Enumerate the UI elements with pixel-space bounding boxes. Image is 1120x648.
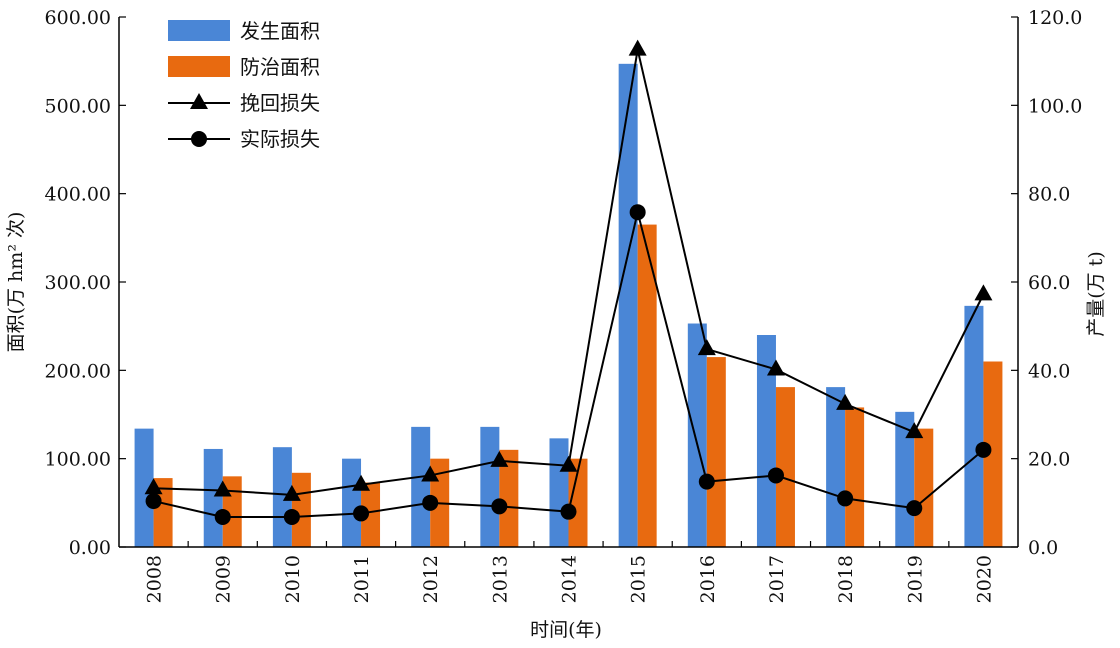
legend-label: 防治面积: [240, 55, 320, 79]
legend-item-control: 防治面积: [168, 55, 320, 79]
marker-actual-loss-2018: [837, 490, 854, 507]
x-axis-title: 时间(年): [530, 619, 602, 641]
marker-recovered-loss-2008: [144, 478, 163, 495]
bar-occurrence-2017: [756, 335, 776, 547]
legend-label: 实际损失: [240, 127, 320, 151]
x-tick-label: 2019: [904, 555, 926, 603]
x-tick-label: 2014: [559, 555, 581, 603]
y-left-tick-label: 100.00: [45, 449, 111, 471]
x-tick-label: 2017: [766, 555, 788, 603]
legend-label: 挽回损失: [240, 91, 320, 115]
marker-recovered-loss-2015: [628, 39, 647, 56]
x-tick-label: 2009: [213, 555, 235, 603]
bar-control-2013: [499, 449, 519, 547]
triangle-marker-icon: [190, 93, 208, 109]
bar-occurrence-2014: [549, 438, 569, 547]
axes-layer: 0.00 100.00 200.00 300.00 400.00 500.00 600.00…: [45, 7, 1083, 603]
marker-recovered-loss-2018: [836, 393, 855, 410]
marker-actual-loss-2015: [629, 204, 646, 221]
y-left-tick-label: 300.00: [45, 272, 111, 294]
bar-control-2014: [568, 458, 588, 547]
bar-occurrence-2020: [964, 305, 984, 547]
marker-actual-loss-2011: [353, 505, 370, 522]
marker-actual-loss-2009: [214, 508, 231, 525]
y-axis-left-title: 面积(万 hm² 次): [5, 212, 27, 353]
marker-actual-loss-2017: [767, 467, 784, 484]
marker-actual-loss-2012: [422, 494, 439, 511]
marker-recovered-loss-2011: [352, 474, 371, 491]
bar-occurrence-2008: [134, 428, 154, 547]
marker-actual-loss-2008: [145, 493, 162, 510]
legend-item-occurrence: 发生面积: [168, 19, 320, 43]
marker-recovered-loss-2012: [421, 465, 440, 482]
x-tick-label: 2020: [973, 555, 995, 603]
bar-control-2019: [914, 428, 934, 547]
marker-recovered-loss-2013: [490, 450, 509, 467]
marker-actual-loss-2013: [491, 498, 508, 515]
bar-control-2017: [775, 387, 795, 547]
marker-recovered-loss-2010: [282, 484, 301, 501]
legend-item-actual-loss: 实际损失: [168, 127, 320, 151]
marker-recovered-loss-2019: [905, 422, 924, 439]
bar-control-2010: [291, 472, 311, 547]
bar-occurrence-2015: [618, 63, 638, 548]
bars-layer: [134, 63, 1003, 548]
bar-control-2011: [361, 482, 381, 547]
lines-layer: [144, 39, 993, 525]
bar-occurrence-2011: [342, 458, 362, 547]
x-tick-label: 2015: [628, 555, 650, 603]
circle-marker-icon: [191, 131, 207, 147]
x-tick-label: 2010: [282, 555, 304, 603]
marker-actual-loss-2010: [283, 508, 300, 525]
y-left-tick-label: 0.00: [69, 537, 111, 559]
legend-label: 发生面积: [240, 19, 320, 43]
y-left-tick-label: 400.00: [45, 184, 111, 206]
bar-control-2016: [706, 357, 726, 547]
bar-occurrence-2018: [826, 387, 846, 547]
marker-recovered-loss-2016: [697, 339, 716, 356]
x-tick-label: 2016: [697, 555, 719, 603]
bar-occurrence-2016: [687, 323, 707, 547]
bar-occurrence-2012: [411, 426, 431, 547]
y-right-tick-label: 60.0: [1028, 272, 1070, 294]
marker-recovered-loss-2020: [974, 284, 993, 301]
x-tick-label: 2013: [489, 555, 511, 603]
y-right-tick-label: 40.0: [1028, 360, 1070, 382]
x-tick-label: 2012: [420, 555, 442, 603]
y-right-tick-label: 0.0: [1028, 537, 1058, 559]
bar-control-2018: [845, 407, 865, 547]
y-right-tick-label: 80.0: [1028, 184, 1070, 206]
marker-recovered-loss-2017: [766, 359, 785, 376]
y-left-tick-label: 500.00: [45, 95, 111, 117]
bar-control-2020: [983, 361, 1003, 547]
bar-occurrence-2013: [480, 426, 500, 547]
marker-recovered-loss-2014: [559, 455, 578, 472]
marker-actual-loss-2020: [975, 441, 992, 458]
y-axis-right-title: 产量(万 t): [1085, 251, 1107, 337]
marker-actual-loss-2016: [698, 473, 715, 490]
y-left-tick-label: 200.00: [45, 360, 111, 382]
x-tick-label: 2008: [144, 555, 166, 603]
y-right-tick-label: 120.0: [1028, 7, 1082, 29]
marker-recovered-loss-2009: [213, 480, 232, 497]
legend-swatch: [168, 20, 230, 41]
y-right-tick-label: 20.0: [1028, 449, 1070, 471]
bar-occurrence-2009: [203, 448, 223, 547]
bar-control-2015: [637, 224, 657, 548]
legend-item-recovered-loss: 挽回损失: [168, 91, 320, 115]
y-left-tick-label: 600.00: [45, 7, 111, 29]
x-tick-label: 2018: [835, 555, 857, 603]
x-tick-label: 2011: [351, 555, 373, 603]
y-right-tick-label: 100.0: [1028, 95, 1082, 117]
legend-swatch: [168, 56, 230, 77]
marker-actual-loss-2019: [906, 500, 923, 517]
marker-actual-loss-2014: [560, 503, 577, 520]
